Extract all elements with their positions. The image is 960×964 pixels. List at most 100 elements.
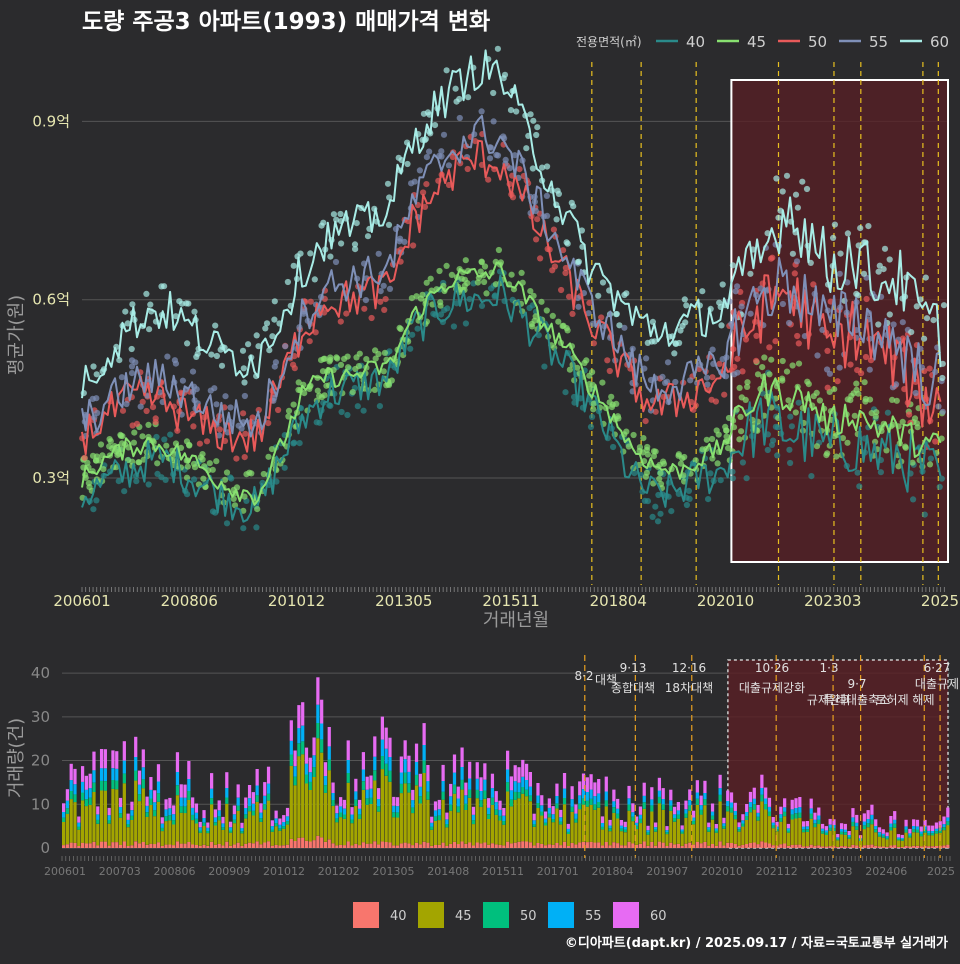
volume-bar-55: [619, 825, 624, 829]
series-50-point: [598, 314, 605, 321]
volume-bar-45: [646, 834, 650, 846]
volume-bar-60: [889, 816, 893, 824]
volume-bar-40: [266, 841, 271, 848]
volume-bar-50: [217, 816, 221, 821]
volume-bar-55: [433, 810, 438, 817]
volume-bar-45: [839, 834, 844, 846]
volume-bar-50: [893, 823, 897, 828]
volume-bar-60: [141, 749, 145, 768]
volume-bar-60: [471, 806, 476, 815]
series-40-point: [488, 285, 495, 292]
volume-bar-55: [737, 827, 741, 830]
volume-bar-45: [411, 813, 415, 846]
volume-bar-55: [369, 788, 373, 798]
volume-bar-60: [187, 761, 191, 779]
legend-label-45: 45: [747, 33, 766, 51]
series-60-point: [351, 241, 359, 248]
volume-bar-50: [555, 803, 559, 809]
volume-bar-40: [232, 844, 236, 848]
series-50-point: [753, 332, 760, 339]
volume-bar-40: [551, 844, 555, 848]
series-50-point: [847, 361, 854, 368]
volume-bar-40: [562, 841, 567, 848]
volume-bar-40: [141, 842, 145, 848]
series-50-point: [652, 408, 659, 415]
series-40-point: [430, 310, 437, 317]
volume-bar-55: [893, 819, 897, 824]
series-50-point: [854, 367, 861, 374]
volume-bar-60: [316, 677, 320, 705]
series-45-point: [656, 475, 663, 482]
series-60-point: [245, 341, 252, 348]
volume-y-tick-label: 30: [31, 708, 50, 726]
volume-bar-40: [877, 846, 882, 848]
volume-bar-60: [430, 816, 434, 823]
volume-bar-50: [134, 770, 138, 781]
volume-bar-60: [304, 747, 309, 764]
volume-bar-45: [88, 804, 92, 844]
series-40-point: [209, 508, 217, 515]
volume-bar-40: [430, 846, 434, 848]
volume-bar-55: [870, 814, 874, 820]
series-55-point: [375, 250, 382, 257]
series-60-point: [676, 339, 683, 347]
volume-bar-45: [433, 820, 438, 845]
series-45-point: [93, 453, 100, 460]
volume-bar-50: [528, 795, 532, 802]
volume-bar-40: [388, 842, 392, 848]
series-55-point: [836, 270, 843, 277]
volume-bar-55: [137, 784, 142, 795]
policy-text: 18차대책: [665, 680, 713, 695]
volume-y-axis-title: 거래량(건): [6, 718, 27, 798]
volume-bar-55: [646, 830, 650, 833]
series-45-point: [321, 392, 328, 399]
volume-bar-45: [851, 826, 855, 845]
volume-bar-50: [794, 813, 798, 819]
volume-bar-40: [392, 845, 396, 848]
volume-bar-55: [927, 831, 931, 834]
volume-bar-55: [217, 810, 221, 817]
series-45-point: [344, 353, 351, 360]
volume-bar-55: [578, 795, 582, 804]
series-50-point: [562, 269, 569, 277]
volume-bar-50: [760, 794, 764, 802]
volume-bar-55: [430, 822, 434, 827]
series-50-point: [734, 355, 741, 362]
volume-bar-40: [532, 845, 536, 848]
volume-bar-50: [464, 803, 468, 810]
volume-bar-50: [828, 827, 832, 831]
volume-bar-55: [695, 792, 699, 799]
volume-bar-55: [107, 815, 111, 821]
volume-bar-60: [589, 774, 593, 790]
volume-bar-55: [395, 806, 400, 813]
volume-bar-40: [490, 843, 495, 848]
series-60-point: [158, 283, 165, 290]
volume-bar-40: [403, 842, 407, 848]
volume-bar-50: [126, 824, 130, 828]
volume-bar-60: [896, 834, 901, 838]
volume-bar-60: [69, 763, 73, 781]
volume-bar-40: [745, 844, 749, 848]
volume-bar-45: [304, 783, 309, 841]
volume-bar-60: [741, 814, 745, 821]
volume-bar-45: [874, 832, 878, 846]
volume-bar-55: [327, 746, 331, 760]
volume-bar-50: [62, 817, 66, 822]
series-60-point: [729, 262, 737, 269]
series-55-point: [912, 389, 919, 397]
series-45-point: [221, 476, 229, 483]
series-45-point: [508, 271, 515, 278]
volume-bar-50: [206, 831, 210, 834]
volume-bar-60: [130, 801, 134, 811]
series-60-point: [307, 250, 314, 257]
volume-bar-50: [798, 812, 802, 818]
series-55-point: [423, 154, 430, 161]
volume-bar-60: [240, 822, 244, 829]
volume-bar-40: [304, 840, 309, 848]
volume-bar-60: [915, 819, 920, 827]
volume-bar-40: [342, 845, 347, 848]
volume-bar-50: [430, 826, 434, 830]
volume-bar-50: [574, 819, 578, 823]
volume-bar-60: [350, 807, 354, 815]
